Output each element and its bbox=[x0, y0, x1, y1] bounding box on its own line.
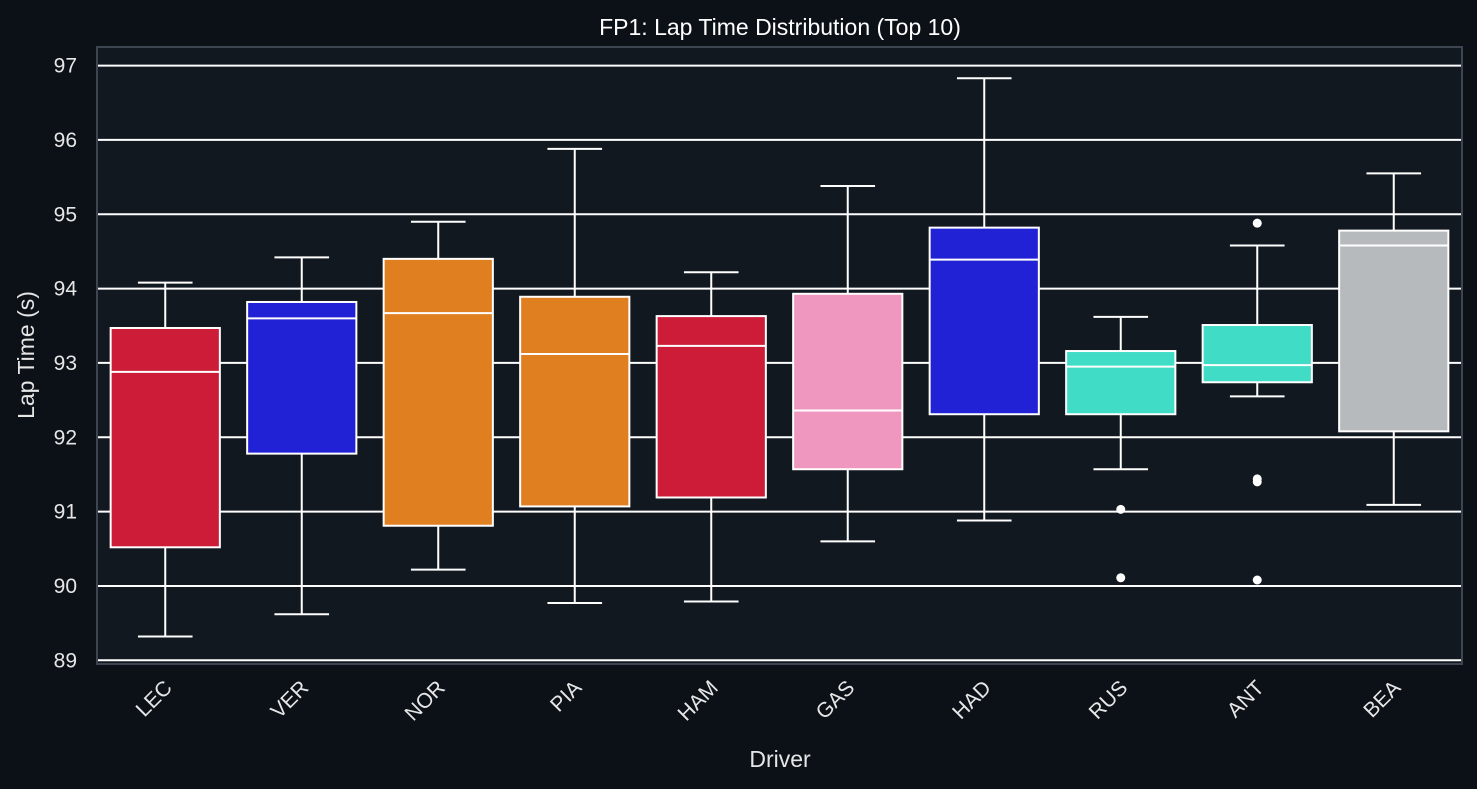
y-tick-label: 89 bbox=[54, 649, 77, 672]
box-iqr bbox=[928, 226, 1040, 416]
x-tick-label: RUS bbox=[1085, 676, 1133, 724]
y-tick-label: 93 bbox=[54, 352, 77, 375]
box-iqr bbox=[1065, 350, 1177, 416]
box-plots bbox=[109, 77, 1450, 638]
chart-title: FP1: Lap Time Distribution (Top 10) bbox=[599, 14, 961, 40]
box-ver bbox=[246, 256, 358, 616]
y-tick-label: 96 bbox=[54, 129, 77, 152]
x-tick-label: ANT bbox=[1223, 676, 1269, 722]
x-tick-label: HAD bbox=[948, 676, 996, 724]
box-ham bbox=[655, 271, 767, 603]
box-iqr bbox=[1338, 229, 1450, 433]
x-tick-label: NOR bbox=[401, 676, 450, 725]
outlier-point bbox=[1252, 218, 1262, 228]
box-iqr bbox=[1201, 324, 1313, 384]
x-tick-label: PIA bbox=[546, 676, 586, 716]
box-iqr bbox=[109, 326, 221, 549]
box-nor bbox=[382, 220, 494, 571]
y-tick-label: 97 bbox=[54, 55, 77, 78]
x-tick-label: BEA bbox=[1359, 676, 1405, 722]
x-axis-label: Driver bbox=[749, 746, 811, 772]
x-tick-label: LEC bbox=[132, 676, 177, 721]
box-gas bbox=[792, 185, 904, 543]
plot-frame bbox=[96, 46, 1463, 665]
outlier-point bbox=[1252, 477, 1262, 487]
box-had bbox=[928, 77, 1040, 522]
y-axis-ticks: 89 90 91 92 93 94 95 96 97 bbox=[54, 55, 78, 673]
y-axis-label: Lap Time (s) bbox=[13, 291, 39, 419]
y-tick-label: 90 bbox=[54, 575, 77, 598]
x-tick-label: HAM bbox=[674, 676, 723, 725]
x-tick-label: GAS bbox=[812, 676, 860, 724]
outlier-point bbox=[1252, 575, 1262, 585]
box-iqr bbox=[382, 257, 494, 527]
box-iqr bbox=[519, 295, 631, 508]
outlier-point bbox=[1116, 573, 1126, 583]
x-tick-label: VER bbox=[266, 676, 313, 723]
box-iqr bbox=[246, 300, 358, 455]
outlier-point bbox=[1116, 504, 1126, 514]
y-tick-label: 94 bbox=[54, 278, 78, 301]
y-tick-label: 95 bbox=[54, 203, 77, 226]
y-tick-label: 91 bbox=[54, 501, 77, 524]
box-rus bbox=[1065, 315, 1177, 583]
y-tick-label: 92 bbox=[54, 426, 77, 449]
x-axis-ticks: LEC VER NOR PIA HAM GAS HAD RUS ANT BEA bbox=[132, 676, 1406, 725]
box-bea bbox=[1338, 172, 1450, 506]
box-iqr bbox=[792, 292, 904, 471]
box-pia bbox=[519, 147, 631, 605]
box-iqr bbox=[655, 315, 767, 499]
box-ant bbox=[1201, 218, 1313, 585]
box-lec bbox=[109, 281, 221, 638]
